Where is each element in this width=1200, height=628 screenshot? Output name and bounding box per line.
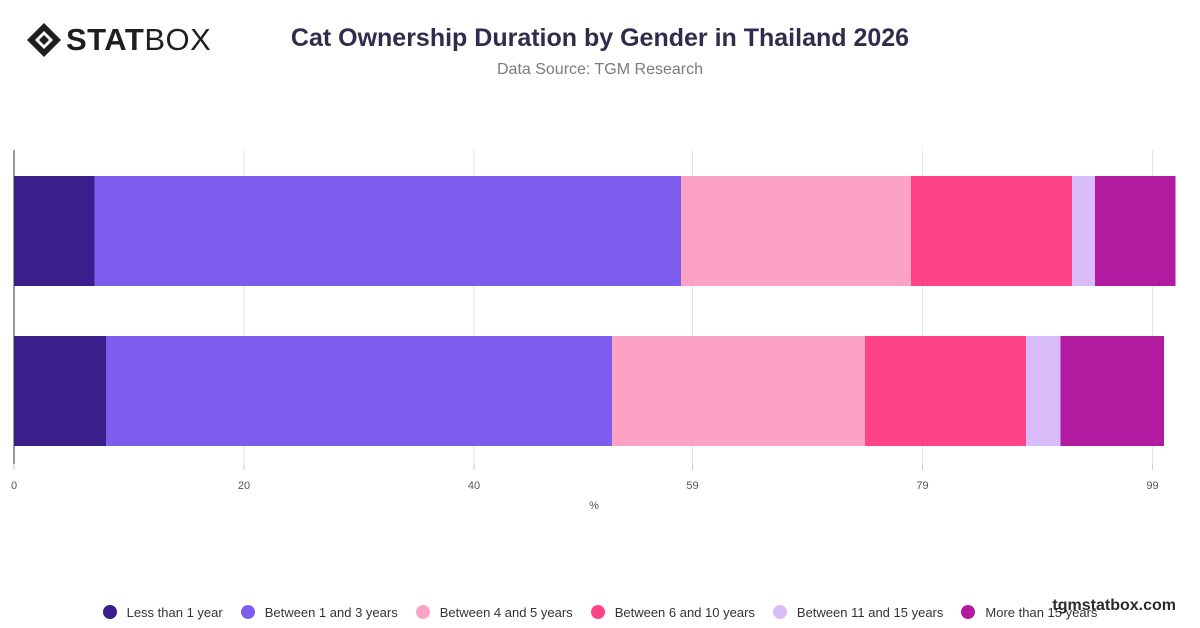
bar-segment [1072, 176, 1095, 286]
chart-legend: Less than 1 year Between 1 and 3 years Bet… [0, 602, 1200, 622]
x-tick-label: 20 [238, 480, 250, 492]
legend-item[interactable]: Between 11 and 15 years [772, 604, 944, 620]
bar-segment [1095, 176, 1176, 286]
logo-bold-text: STAT [66, 22, 145, 57]
legend-dot-icon [415, 605, 430, 619]
legend-dot-icon [102, 605, 117, 619]
legend-dot-icon [772, 605, 787, 619]
legend-item[interactable]: Between 4 and 5 years [415, 604, 573, 620]
bar-segment [612, 336, 865, 446]
bar-segment [94, 176, 681, 286]
x-tick-label: 40 [468, 480, 480, 492]
legend-dot-icon [590, 605, 605, 619]
legend-label: More than 15 years [985, 604, 1098, 620]
chart-subtitle: Data Source: TGM Research [496, 61, 703, 78]
bar-segment [106, 336, 612, 446]
x-tick-label: 59 [686, 480, 698, 492]
bar-segment [911, 176, 1072, 286]
stacked-bar-chart: 0 20 40 59 79 99% [11, 150, 1176, 512]
logo-wordmark: STATBOX [66, 22, 211, 58]
bar-segment [865, 336, 1026, 446]
logo-light-text: BOX [144, 22, 212, 57]
bar-segment [1060, 336, 1164, 446]
brand-watermark: tgmstatbox.com [1052, 597, 1176, 614]
legend-label: Less than 1 year [126, 604, 223, 620]
bar-segment [1026, 336, 1061, 446]
bar-segment [681, 176, 911, 286]
statbox-diamond-icon [27, 23, 61, 57]
legend-label: Between 1 and 3 years [264, 604, 398, 620]
legend-dot-icon [961, 605, 976, 619]
legend-item[interactable]: Between 6 and 10 years [590, 604, 755, 620]
x-axis-label: % [589, 500, 599, 512]
bar-segment [14, 176, 95, 286]
statbox-logo: STATBOX [26, 22, 211, 58]
legend-item[interactable]: Between 1 and 3 years [240, 604, 398, 620]
legend-item[interactable]: Less than 1 year [102, 604, 223, 620]
legend-item[interactable]: More than 15 years [961, 605, 1097, 620]
bar-segment [14, 336, 106, 446]
x-tick-label: 99 [1146, 480, 1158, 492]
legend-dot-icon [240, 605, 255, 619]
chart-title: Cat Ownership Duration by Gender in Thai… [290, 24, 910, 52]
legend-label: Between 4 and 5 years [439, 604, 573, 620]
x-tick-label: 0 [11, 480, 17, 492]
legend-label: Between 6 and 10 years [614, 604, 755, 620]
x-tick-label: 79 [916, 480, 928, 492]
legend-label: Between 11 and 15 years [796, 604, 944, 620]
